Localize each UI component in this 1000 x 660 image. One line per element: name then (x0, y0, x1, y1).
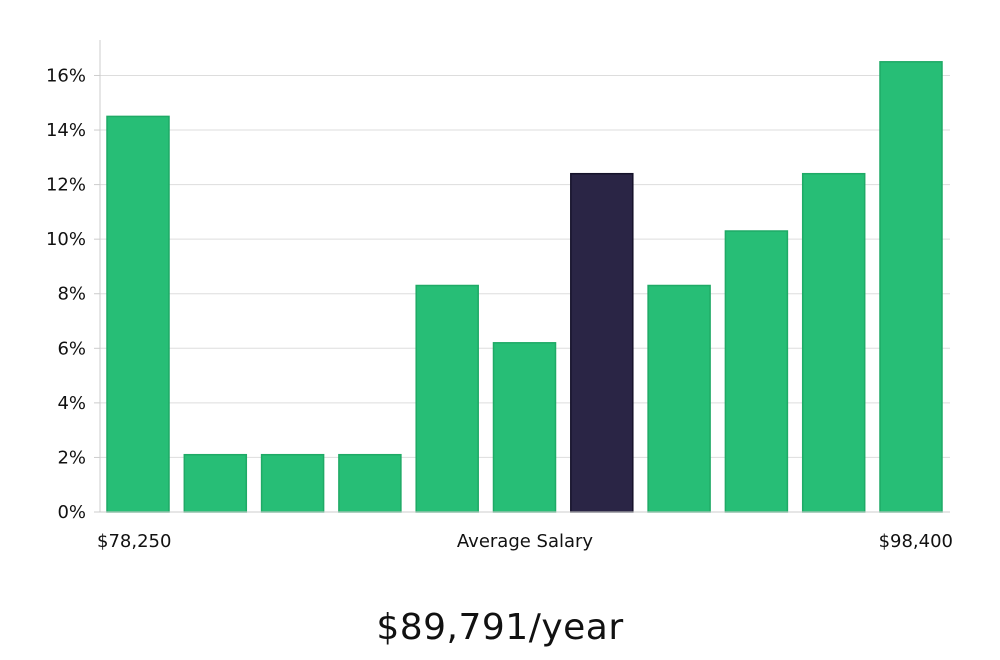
bar (338, 453, 402, 513)
bars (106, 61, 943, 513)
average-salary-value: $89,791/year (376, 607, 624, 648)
y-tick-label: 14% (46, 120, 86, 141)
bar (801, 172, 866, 513)
y-tick-label: 8% (57, 284, 86, 305)
y-tick-label: 0% (57, 502, 86, 523)
bar (724, 230, 789, 513)
y-axis-ticks: 0% 2% 4% 6% 8% 10% 12% 14% 16% (46, 65, 100, 523)
x-axis-start-label: $78,250 (97, 531, 171, 552)
x-axis-end-label: $98,400 (879, 531, 953, 552)
y-tick-label: 10% (46, 229, 86, 250)
bar-highlighted (570, 172, 634, 513)
x-axis-label: Average Salary (457, 531, 594, 552)
y-tick-label: 16% (46, 65, 86, 86)
y-tick-label: 2% (57, 447, 86, 468)
bar (183, 453, 248, 513)
y-tick-label: 6% (57, 338, 86, 359)
salary-histogram: 0% 2% 4% 6% 8% 10% 12% 14% 16% $78,250 Average S… (46, 40, 953, 552)
bar (647, 284, 711, 513)
bar (260, 453, 325, 513)
bar (106, 115, 170, 513)
y-tick-label: 12% (46, 175, 86, 196)
y-tick-label: 4% (57, 393, 86, 414)
bar (415, 284, 479, 513)
bar (492, 342, 557, 513)
bar (879, 61, 943, 513)
